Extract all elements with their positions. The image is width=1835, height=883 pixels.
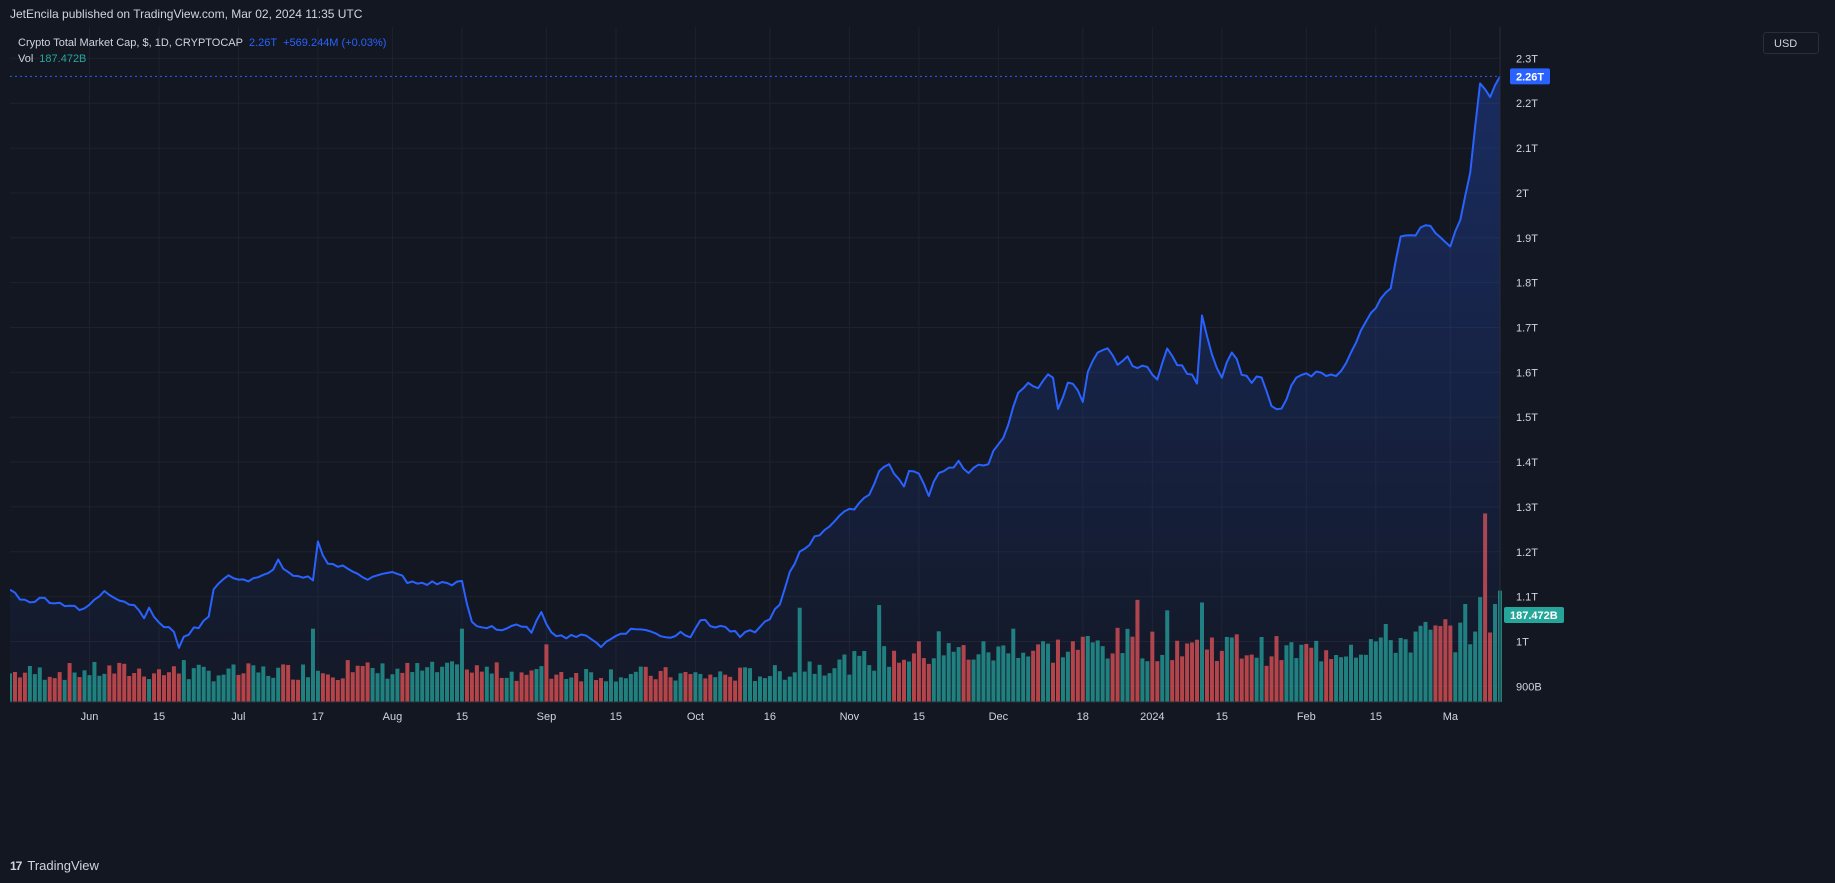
grid-lines <box>10 27 1500 702</box>
y-tick-label: 2.3T <box>1516 53 1538 65</box>
last-volume-tag-label: 187.472B <box>1510 610 1558 622</box>
x-tick-label: 15 <box>153 711 165 723</box>
tradingview-logo-icon: 17 <box>10 858 22 873</box>
y-tick-label: 1.2T <box>1516 547 1538 559</box>
x-tick-label: 15 <box>456 711 468 723</box>
last-price-tag <box>1510 68 1550 85</box>
last-volume-tag <box>1504 607 1564 623</box>
x-tick-label: 15 <box>913 711 925 723</box>
symbol-title[interactable]: Crypto Total Market Cap, $, 1D, CRYPTOCA… <box>18 37 243 49</box>
y-tick-label: 2.1T <box>1516 143 1538 155</box>
y-tick-label: 1.3T <box>1516 502 1538 514</box>
chart-legend: Crypto Total Market Cap, $, 1D, CRYPTOCA… <box>18 35 386 67</box>
brand-name: TradingView <box>27 858 99 873</box>
x-tick-label: Aug <box>383 711 403 723</box>
x-tick-label: Dec <box>989 711 1009 723</box>
price-line <box>10 75 1501 649</box>
price-change: +569.244M (+0.03%) <box>283 37 387 49</box>
y-tick-label: 2.2T <box>1516 98 1538 110</box>
x-tick-label: 18 <box>1077 711 1089 723</box>
y-tick-label: 1.4T <box>1516 457 1538 469</box>
y-tick-label: 1.1T <box>1516 592 1538 604</box>
volume-label[interactable]: Vol <box>18 53 34 65</box>
chart-frame[interactable]: 900B 1T 1.1T 1.2T 1.3T 1.4T 1.5T 1.6T 1.7T 1.8T 1.… <box>10 27 1828 861</box>
price-axis[interactable]: 900B 1T 1.1T 1.2T 1.3T 1.4T 1.5T 1.6T 1.7T 1.8T 1.… <box>1499 27 1542 702</box>
y-tick-label: 900B <box>1516 681 1542 693</box>
time-axis[interactable]: Jun 15 Jul 17 Aug 15 Sep 15 Oct 16 Nov 15 Dec 18 2024 1… <box>10 701 1500 723</box>
x-tick-label: Jul <box>231 711 245 723</box>
y-tick-label: 1.5T <box>1516 412 1538 424</box>
footer-brand[interactable]: 17 TradingView <box>10 858 99 873</box>
y-tick-label: 1.9T <box>1516 233 1538 245</box>
x-tick-label: 16 <box>764 711 776 723</box>
last-price-tag-label: 2.26T <box>1516 71 1544 83</box>
y-tick-label: 1.7T <box>1516 322 1538 334</box>
x-tick-label: Sep <box>537 711 557 723</box>
x-tick-label: Oct <box>687 711 704 723</box>
x-tick-label: 2024 <box>1140 711 1164 723</box>
last-value-markers: 2.26T 187.472B <box>10 68 1564 623</box>
x-tick-label: 17 <box>312 711 324 723</box>
y-tick-label: 1.6T <box>1516 367 1538 379</box>
x-tick-label: 15 <box>610 711 622 723</box>
x-tick-label: 15 <box>1370 711 1382 723</box>
y-tick-label: 1.8T <box>1516 278 1538 290</box>
y-tick-label: 1T <box>1516 636 1529 648</box>
chart-svg[interactable]: 900B 1T 1.1T 1.2T 1.3T 1.4T 1.5T 1.6T 1.7T 1.8T 1.… <box>10 27 1828 861</box>
y-tick-label: 2T <box>1516 188 1529 200</box>
volume-value: 187.472B <box>39 53 87 65</box>
x-tick-label: Feb <box>1297 711 1316 723</box>
x-tick-label: Jun <box>81 711 99 723</box>
x-tick-label: Ma <box>1443 711 1459 723</box>
price-line-path <box>10 75 1501 649</box>
publish-info: JetEncila published on TradingView.com, … <box>10 7 363 21</box>
price-area <box>10 76 1500 703</box>
currency-button[interactable]: USD <box>1763 32 1819 54</box>
x-tick-label: Nov <box>840 711 860 723</box>
x-tick-label: 15 <box>1216 711 1228 723</box>
price-area-fill <box>10 76 1500 703</box>
last-price: 2.26T <box>248 37 278 49</box>
